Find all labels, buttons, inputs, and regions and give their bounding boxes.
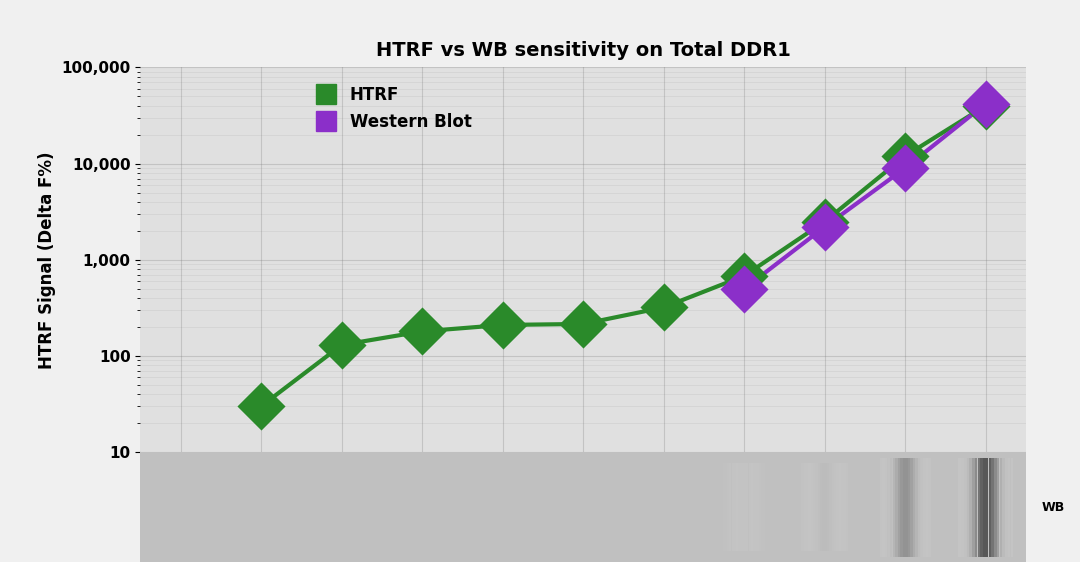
- Bar: [961, 457, 963, 556]
- X-axis label: Cell number (thousands/well): Cell number (thousands/well): [446, 482, 720, 500]
- Bar: [738, 463, 740, 551]
- Bar: [988, 457, 991, 556]
- Bar: [1011, 457, 1013, 556]
- Bar: [963, 457, 967, 556]
- Bar: [823, 463, 825, 551]
- Point: [253, 402, 270, 411]
- Bar: [820, 463, 822, 551]
- Bar: [903, 457, 905, 556]
- Point: [816, 217, 834, 226]
- Point: [656, 303, 673, 312]
- Bar: [913, 457, 916, 556]
- Bar: [981, 457, 983, 556]
- Bar: [975, 457, 977, 556]
- Bar: [839, 463, 841, 551]
- Legend: HTRF, Western Blot: HTRF, Western Blot: [308, 76, 480, 140]
- Point: [977, 99, 995, 108]
- Bar: [901, 457, 903, 556]
- Bar: [923, 457, 926, 556]
- Bar: [967, 457, 969, 556]
- Title: HTRF vs WB sensitivity on Total DDR1: HTRF vs WB sensitivity on Total DDR1: [376, 42, 791, 60]
- Bar: [825, 463, 827, 551]
- Bar: [729, 463, 731, 551]
- Bar: [882, 457, 885, 556]
- Bar: [918, 457, 920, 556]
- Bar: [761, 463, 764, 551]
- Bar: [725, 463, 727, 551]
- Bar: [910, 457, 913, 556]
- Bar: [742, 463, 744, 551]
- Point: [896, 164, 914, 173]
- Bar: [735, 463, 738, 551]
- Bar: [724, 463, 725, 551]
- Bar: [829, 463, 832, 551]
- Bar: [834, 463, 836, 551]
- Text: WB: WB: [1042, 501, 1065, 514]
- Y-axis label: HTRF Signal (Delta F%): HTRF Signal (Delta F%): [38, 151, 56, 369]
- Bar: [841, 463, 843, 551]
- Bar: [972, 457, 974, 556]
- Bar: [764, 463, 766, 551]
- Bar: [809, 463, 811, 551]
- Bar: [801, 463, 804, 551]
- Bar: [757, 463, 759, 551]
- Bar: [846, 463, 848, 551]
- Bar: [748, 463, 751, 551]
- Bar: [1000, 457, 1002, 556]
- Bar: [885, 457, 888, 556]
- Point: [816, 223, 834, 232]
- Bar: [733, 463, 735, 551]
- Bar: [994, 457, 997, 556]
- Bar: [815, 463, 818, 551]
- Bar: [892, 457, 895, 556]
- Bar: [818, 463, 820, 551]
- Bar: [1002, 457, 1005, 556]
- Bar: [804, 463, 806, 551]
- Bar: [836, 463, 839, 551]
- Bar: [983, 457, 986, 556]
- Bar: [888, 457, 890, 556]
- Bar: [832, 463, 834, 551]
- Bar: [731, 463, 733, 551]
- Bar: [905, 457, 907, 556]
- Bar: [880, 457, 882, 556]
- Bar: [986, 457, 988, 556]
- Point: [575, 319, 592, 328]
- Bar: [977, 457, 981, 556]
- Bar: [926, 457, 928, 556]
- Bar: [897, 457, 900, 556]
- Bar: [1005, 457, 1008, 556]
- Bar: [958, 457, 961, 556]
- Point: [494, 320, 511, 329]
- Bar: [969, 457, 972, 556]
- Bar: [843, 463, 846, 551]
- Point: [333, 341, 350, 350]
- Bar: [890, 457, 892, 556]
- Bar: [753, 463, 755, 551]
- Bar: [759, 463, 761, 551]
- Bar: [895, 457, 897, 556]
- Bar: [746, 463, 748, 551]
- Bar: [827, 463, 829, 551]
- Bar: [740, 463, 742, 551]
- Bar: [916, 457, 918, 556]
- Bar: [813, 463, 815, 551]
- Point: [735, 284, 753, 293]
- Point: [896, 152, 914, 161]
- Point: [977, 101, 995, 110]
- Bar: [991, 457, 994, 556]
- Bar: [1008, 457, 1011, 556]
- Bar: [727, 463, 729, 551]
- Point: [735, 271, 753, 280]
- Bar: [755, 463, 757, 551]
- Bar: [806, 463, 808, 551]
- Bar: [744, 463, 746, 551]
- Bar: [920, 457, 923, 556]
- Bar: [928, 457, 931, 556]
- Bar: [997, 457, 999, 556]
- Bar: [811, 463, 813, 551]
- Bar: [751, 463, 753, 551]
- Bar: [908, 457, 910, 556]
- Point: [414, 327, 431, 336]
